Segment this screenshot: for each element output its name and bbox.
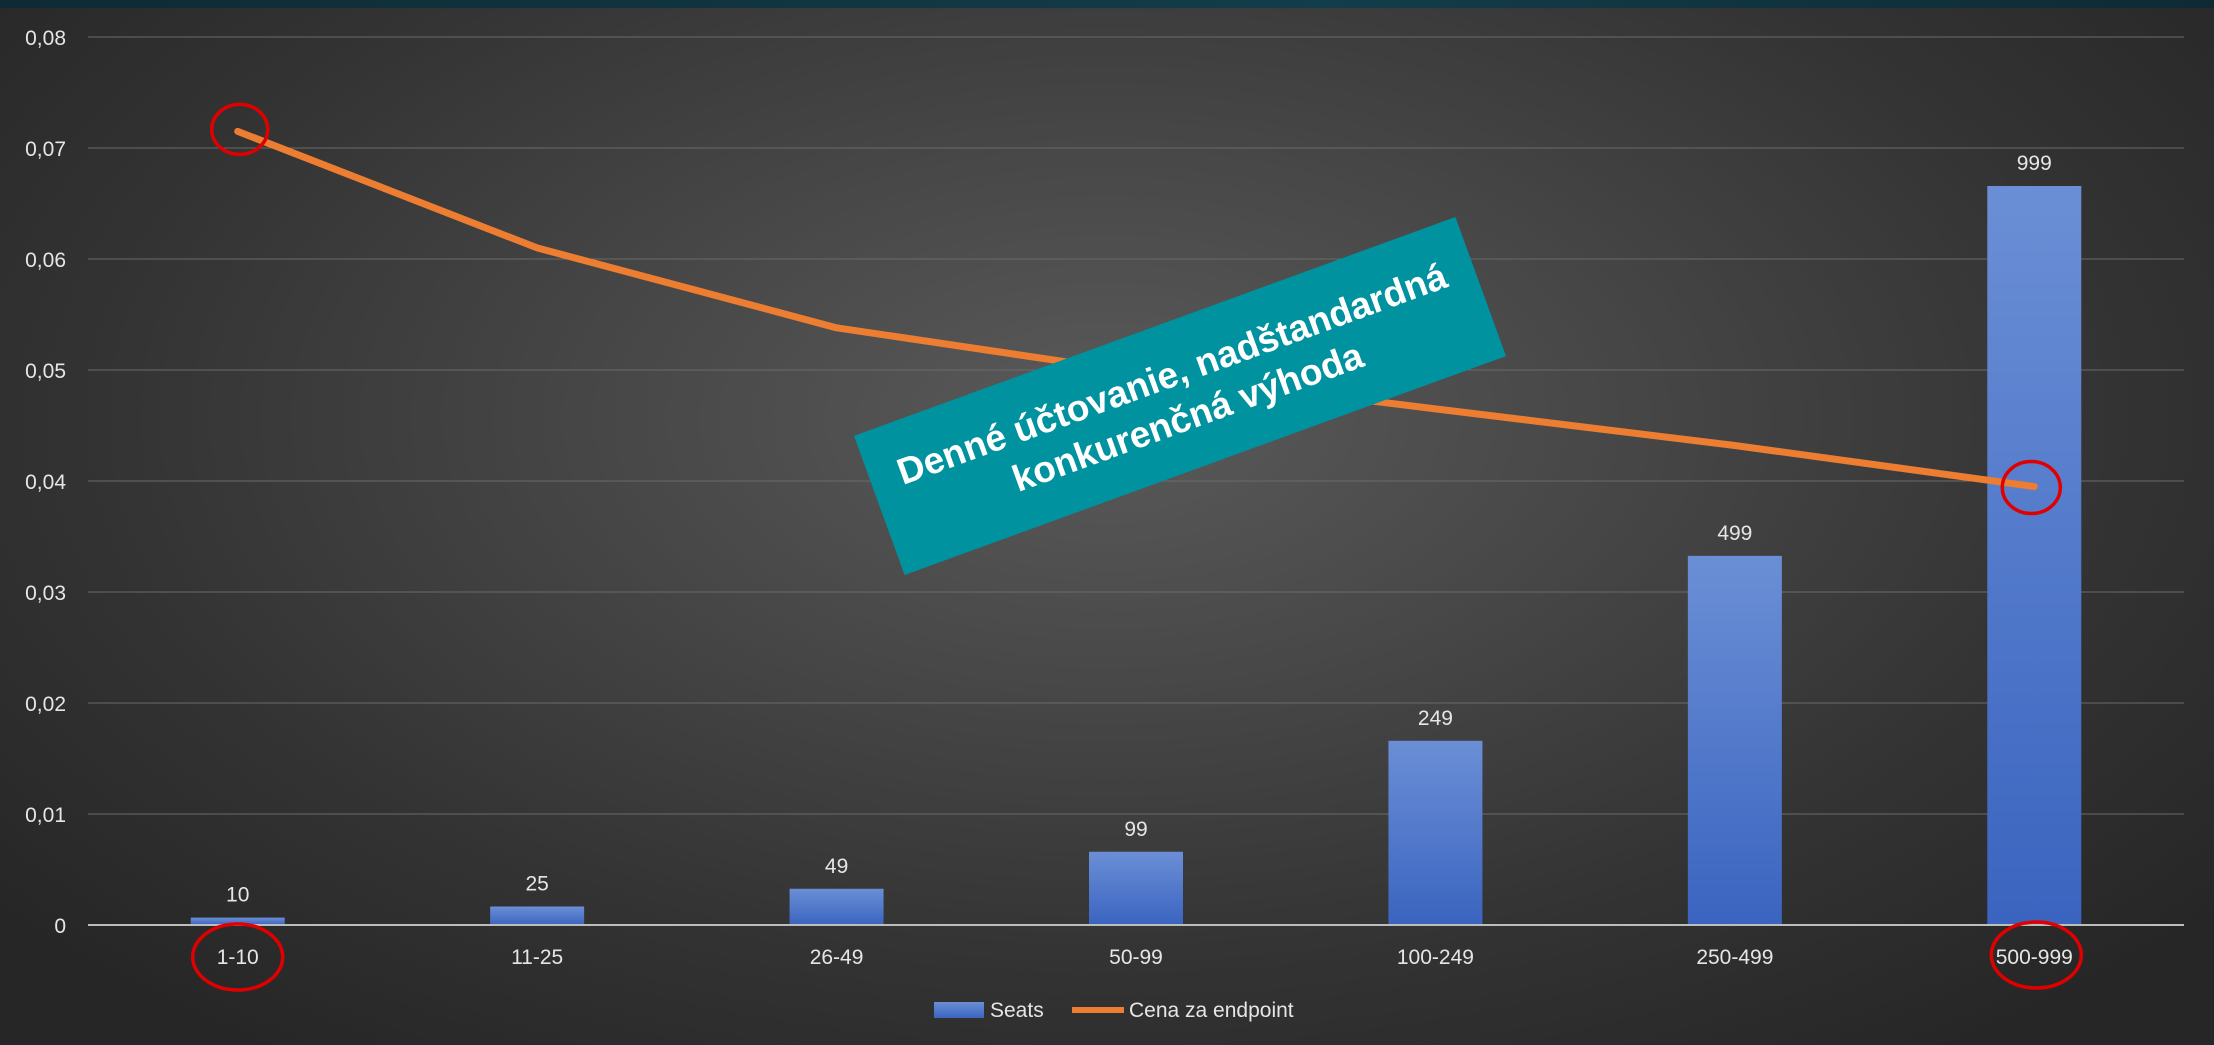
seats-bars [190, 186, 2082, 925]
x-tick-label: 11-25 [511, 946, 563, 969]
bar-data-label: 49 [825, 855, 848, 878]
y-tick-label: 0,06 [25, 249, 66, 272]
bar-data-label: 249 [1418, 707, 1453, 730]
legend-swatch-seats [934, 1002, 984, 1018]
y-tick-label: 0,08 [25, 27, 66, 50]
legend-label-seats: Seats [990, 999, 1044, 1022]
legend-label-cena: Cena za endpoint [1129, 999, 1294, 1022]
y-tick-label: 0,01 [25, 804, 66, 827]
y-tick-label: 0,02 [25, 693, 66, 716]
x-tick-label: 50-99 [1109, 946, 1163, 969]
legend: Seats Cena za endpoint [934, 999, 1294, 1022]
y-tick-label: 0,03 [25, 582, 66, 605]
y-axis-ticks: 0 0,01 0,02 0,03 0,04 0,05 0,06 0,07 0,08 [25, 27, 66, 938]
highlight-circle-last-category [1989, 920, 2084, 990]
bar-seats [490, 906, 585, 925]
highlight-circle-last-point [2000, 459, 2063, 516]
gridlines [88, 36, 2184, 815]
highlight-circle-first-point [209, 102, 270, 157]
x-tick-label: 26-49 [810, 946, 864, 969]
bar-seats [789, 888, 884, 925]
bar-data-label: 25 [525, 873, 548, 896]
x-tick-label: 500-999 [1996, 946, 2073, 969]
bar-seats [190, 917, 285, 925]
bar-data-label: 999 [2017, 152, 2052, 175]
bar-data-label: 99 [1124, 818, 1147, 841]
bar-seats [1687, 555, 1782, 925]
y-tick-label: 0 [54, 915, 66, 938]
bar-data-label: 10 [226, 884, 249, 907]
x-tick-label: 250-499 [1696, 946, 1773, 969]
x-axis-ticks: 1-10 11-25 26-49 50-99 100-249 250-499 500-999 [217, 946, 2073, 969]
y-tick-label: 0,04 [25, 471, 66, 494]
bar-seats [1987, 186, 2082, 925]
x-tick-label: 1-10 [217, 946, 259, 969]
y-tick-label: 0,05 [25, 360, 66, 383]
bar-seats [1089, 851, 1183, 925]
bar-data-labels: 10 25 49 99 249 499 999 [226, 152, 2052, 907]
highlight-circles [190, 102, 2084, 992]
bar-data-label: 499 [1717, 522, 1752, 545]
bar-seats [1388, 740, 1483, 925]
top-accent-bar [0, 0, 2214, 8]
highlight-circle-first-category [190, 922, 285, 992]
x-tick-label: 100-249 [1397, 946, 1474, 969]
y-tick-label: 0,07 [25, 138, 66, 161]
